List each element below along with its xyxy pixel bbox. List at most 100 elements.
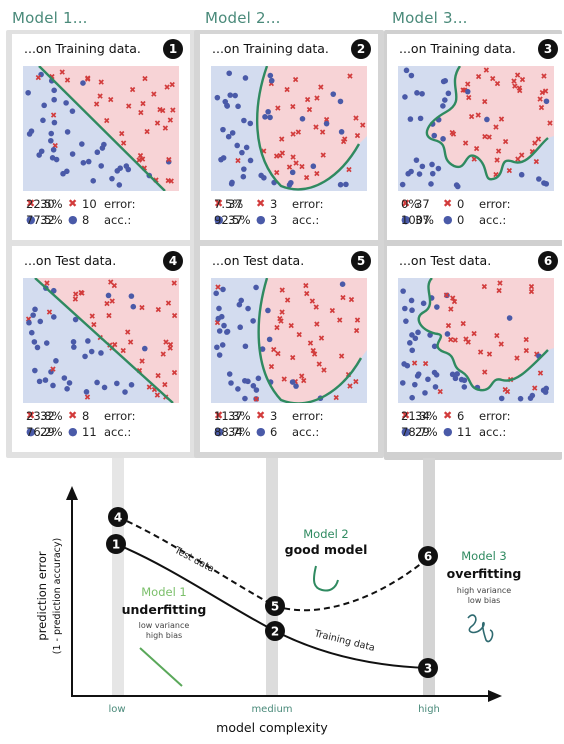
o-marker [83, 389, 90, 395]
o-marker [399, 380, 406, 386]
scatter-plot: ✖✖✖✖✖✖✖✖✖✖✖✖✖✖✖✖✖✖✖✖✖✖✖✖✖✖✖✖✖✖✖✖✖✖✖✖✖✖✖✖… [211, 278, 367, 403]
x-symbol: ✖ [68, 197, 78, 210]
o-marker [38, 71, 44, 78]
model2-test-panel: ...on Test data. 5 ✖ ✖ ✖ ✖ ✖ ✖ ✖ ✖ ✖ ✖ ✖ ✖ ✖ ✖ ✖ ✖ ✖ ✖ ✖ ✖ ✖ ✖ ✖… [200, 246, 378, 452]
o-marker [409, 394, 415, 401]
o-marker [445, 90, 452, 97]
x-marker: ✖ [165, 177, 172, 186]
o-marker [85, 158, 92, 165]
confusion-stats: ✖ 30 ✖ 10 error: 22.5% ● 32 ● 8 acc.: 77.5% [26, 197, 186, 237]
o-marker [30, 312, 36, 318]
o-marker [506, 315, 513, 321]
x-symbol: ✖ [256, 197, 266, 210]
x-marker: ✖ [518, 151, 525, 160]
o-marker [234, 142, 241, 149]
x-marker: ✖ [359, 121, 366, 130]
x-marker: ✖ [494, 156, 501, 165]
o-marker [213, 290, 219, 297]
x-marker: ✖ [279, 308, 286, 317]
x-marker: ✖ [502, 386, 509, 395]
x-marker: ✖ [155, 305, 162, 314]
x-marker: ✖ [463, 335, 470, 344]
o-marker [428, 181, 434, 187]
stats-row-error: ✖ 37 ✖ 3 error: 11.3% [214, 409, 374, 425]
o-marker [338, 129, 345, 135]
x-marker: ✖ [340, 137, 347, 146]
error-label: error: [479, 409, 511, 423]
x-marker: ✖ [493, 331, 500, 340]
o-marker [128, 381, 135, 388]
o-marker [218, 313, 225, 320]
x-marker: ✖ [260, 147, 267, 156]
o-marker [232, 92, 238, 99]
o-marker [36, 378, 43, 385]
x-marker: ✖ [523, 347, 530, 356]
panel-heading: ...on Training data. [212, 41, 329, 56]
o-marker [543, 385, 550, 392]
x-marker: ✖ [284, 296, 291, 305]
o-marker [53, 358, 59, 364]
x-marker: ✖ [353, 326, 360, 335]
chart-badge-2: 2 [265, 621, 285, 641]
count-value: 37 [228, 213, 243, 227]
o-marker [66, 380, 73, 386]
o-marker [82, 353, 88, 360]
model2-chart-name: Model 2 [303, 527, 349, 541]
o-marker [452, 375, 459, 382]
x-marker: ✖ [514, 354, 521, 363]
stats-row-error: ✖ 32 ✖ 8 error: 23.8% [26, 409, 186, 425]
x-marker: ✖ [125, 102, 132, 111]
x-marker: ✖ [523, 335, 530, 344]
o-marker [265, 307, 271, 314]
x-marker: ✖ [514, 155, 521, 164]
model2-title: Model 2... [205, 9, 281, 27]
o-marker [407, 340, 413, 346]
x-marker: ✖ [299, 162, 306, 171]
accuracy-label: acc.: [479, 425, 507, 439]
x-marker: ✖ [347, 72, 354, 81]
o-marker [413, 157, 420, 163]
x-marker: ✖ [304, 96, 311, 105]
x-marker: ✖ [481, 368, 488, 377]
x-marker: ✖ [107, 96, 114, 105]
x-symbol: ✖ [256, 409, 266, 422]
x-marker: ✖ [475, 111, 482, 120]
x-marker: ✖ [84, 393, 91, 402]
o-marker [216, 328, 223, 334]
x-marker: ✖ [502, 138, 509, 147]
x-marker: ✖ [171, 368, 178, 377]
x-marker: ✖ [120, 346, 127, 355]
x-marker: ✖ [512, 82, 519, 91]
panel-heading: ...on Training data. [24, 41, 141, 56]
o-marker [417, 115, 424, 122]
y-axis [71, 492, 496, 697]
x-marker: ✖ [483, 66, 490, 75]
o-marker [449, 371, 456, 378]
o-symbol: ● [68, 213, 78, 226]
model3-note2: low bias [468, 596, 501, 605]
x-marker: ✖ [279, 286, 286, 295]
o-symbol: ● [401, 425, 411, 438]
x-marker: ✖ [279, 149, 286, 158]
o-marker [235, 103, 241, 110]
x-symbol: ✖ [443, 409, 453, 422]
x-marker: ✖ [142, 74, 149, 83]
o-marker [442, 97, 448, 103]
x-marker: ✖ [289, 354, 296, 363]
o-marker [165, 158, 172, 165]
x-marker: ✖ [477, 348, 484, 357]
x-marker: ✖ [35, 73, 42, 82]
o-marker [26, 131, 33, 137]
x-marker: ✖ [468, 112, 475, 121]
step-badge: 1 [163, 39, 183, 59]
o-marker [85, 338, 91, 344]
confusion-stats: ✖ 37 ✖ 3 error: 11.3% ● 34 ● 6 acc.: 88.7% [214, 409, 374, 449]
accuracy-value: 88.7% [214, 425, 251, 439]
x-marker: ✖ [124, 328, 131, 337]
x-marker: ✖ [146, 383, 153, 392]
count-value: 3 [270, 197, 278, 211]
o-marker [419, 163, 426, 170]
o-symbol: ● [214, 213, 224, 226]
x-marker: ✖ [151, 386, 158, 395]
model1-note1: low variance [139, 621, 190, 630]
